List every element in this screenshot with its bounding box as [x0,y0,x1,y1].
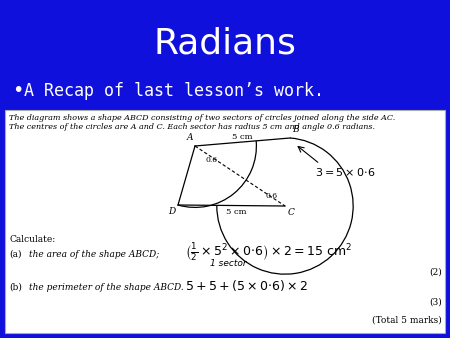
Text: A Recap of last lesson’s work.: A Recap of last lesson’s work. [24,82,324,100]
Text: 0.6: 0.6 [265,192,277,200]
Text: $5+5+(5\times0{\cdot}6)\times2$: $5+5+(5\times0{\cdot}6)\times2$ [185,278,309,293]
Text: •: • [12,81,23,100]
Bar [5,110,445,333]
Text: B: B [292,125,299,134]
Text: $\left(\frac{1}{2}\times5^2\times0{\cdot}6\right)\times2=15\ \mathrm{cm}^2$: $\left(\frac{1}{2}\times5^2\times0{\cdot… [185,241,352,263]
Text: The diagram shows a shape ABCD consisting of two sectors of circles joined along: The diagram shows a shape ABCD consistin… [9,114,395,122]
Text: C: C [288,208,295,217]
Text: Radians: Radians [153,26,297,60]
Text: (a): (a) [9,250,22,259]
Text: (2): (2) [429,268,442,277]
Text: 5 cm: 5 cm [232,133,253,141]
Text: (Total 5 marks): (Total 5 marks) [372,316,442,325]
Text: the area of the shape ABCD;: the area of the shape ABCD; [29,250,159,259]
Text: Calculate:: Calculate: [9,235,55,244]
Text: 0.6: 0.6 [206,156,218,164]
Text: 1 sector: 1 sector [210,259,247,268]
Text: (b): (b) [9,283,22,292]
Text: D: D [168,207,175,216]
Text: 5 cm: 5 cm [226,208,247,216]
Text: (3): (3) [429,298,442,307]
Text: the perimeter of the shape ABCD.: the perimeter of the shape ABCD. [29,283,184,292]
Text: $3=5\times0{\cdot}6$: $3=5\times0{\cdot}6$ [315,166,375,178]
Text: A: A [186,133,193,142]
Text: The centres of the circles are A and C. Each sector has radius 5 cm and angle 0.: The centres of the circles are A and C. … [9,123,375,131]
